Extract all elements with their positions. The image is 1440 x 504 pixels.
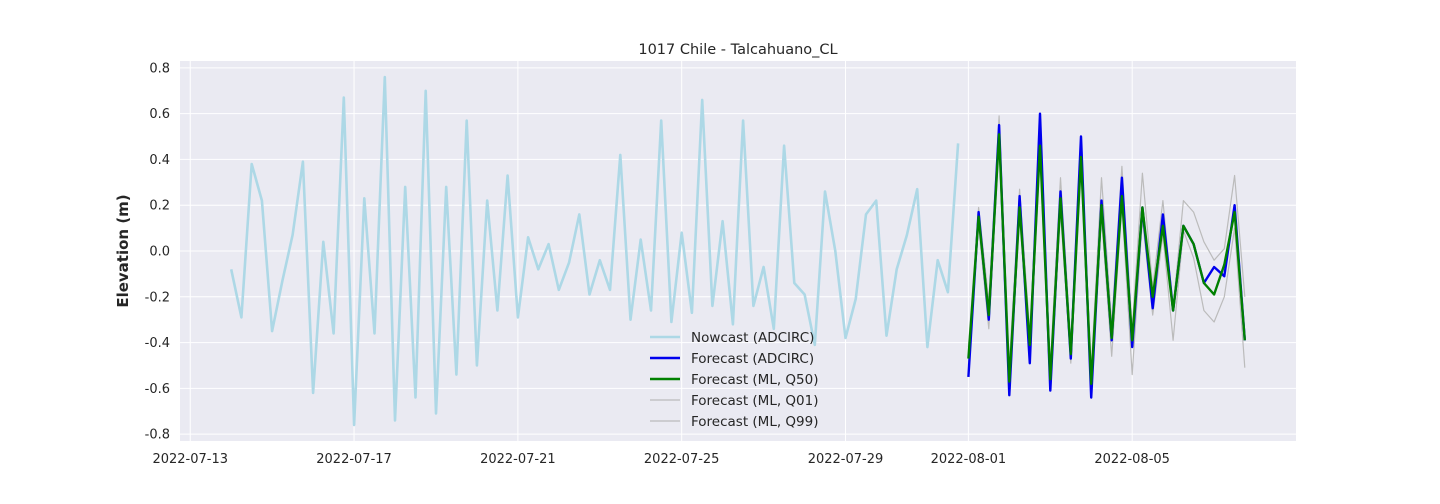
- y-tick-label: 0.0: [149, 245, 170, 260]
- y-tick-label: 0.2: [149, 199, 170, 214]
- x-tick-label: 2022-07-17: [316, 452, 392, 467]
- series-line-1: [229, 75, 960, 427]
- grid-lines: [180, 61, 1296, 441]
- y-tick-label: 0.8: [149, 61, 170, 76]
- x-tick-label: 2022-07-29: [808, 452, 884, 467]
- legend: Nowcast (ADCIRC) Forecast (ADCIRC) Forecas…: [650, 330, 819, 430]
- legend-label: Forecast (ADCIRC): [691, 351, 814, 367]
- y-tick-label: -0.8: [145, 428, 170, 443]
- y-tick-label: 0.4: [149, 153, 170, 168]
- x-tick-label: 2022-07-25: [644, 452, 720, 467]
- x-tick-label: 2022-08-05: [1094, 452, 1170, 467]
- y-axis-label: Elevation (m): [114, 194, 132, 307]
- y-tick-label: -0.6: [145, 382, 170, 397]
- legend-label: Forecast (ML, Q99): [691, 414, 819, 430]
- y-tick-label: -0.4: [145, 336, 170, 351]
- x-tick-label: 2022-07-13: [152, 452, 228, 467]
- x-tick-label: 2022-07-21: [480, 452, 556, 467]
- legend-label: Forecast (ML, Q01): [691, 393, 819, 409]
- x-axis-ticks: 2022-07-13 2022-07-17 2022-07-21 2022-07-25…: [152, 452, 1170, 467]
- legend-label: Nowcast (ADCIRC): [691, 330, 814, 346]
- x-tick-label: 2022-08-01: [931, 452, 1007, 467]
- series-layer: [229, 75, 1246, 427]
- legend-label: Forecast (ML, Q50): [691, 372, 819, 388]
- chart-title: 1017 Chile - Talcahuano_CL: [638, 42, 837, 58]
- series-line-3: [967, 133, 1246, 385]
- y-axis-ticks: -0.8 -0.6 -0.4 -0.2 0.0 0.2 0.4 0.6 0.8: [145, 61, 170, 442]
- y-tick-label: -0.2: [145, 290, 170, 305]
- y-tick-label: 0.6: [149, 107, 170, 122]
